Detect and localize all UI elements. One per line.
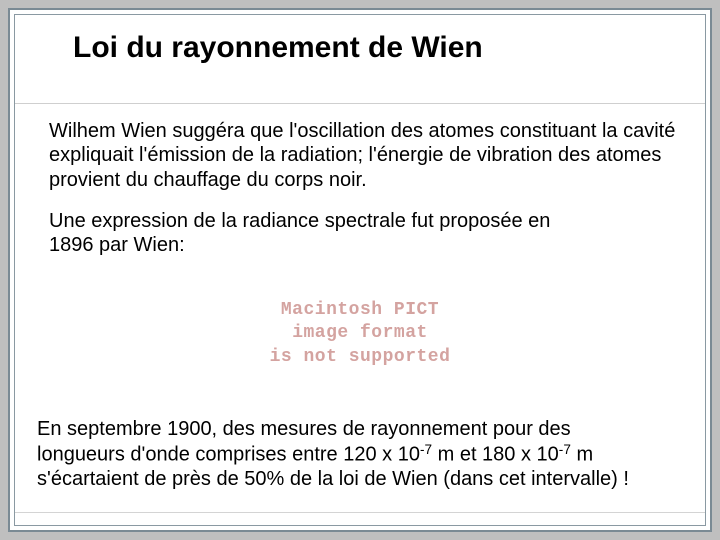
paragraph-2: Une expression de la radiance spectrale … [49, 209, 565, 258]
placeholder-line-1: Macintosh PICT [281, 300, 439, 320]
placeholder-line-3: is not supported [270, 347, 451, 367]
slide-inner-frame: Loi du rayonnement de Wien Wilhem Wien s… [14, 14, 706, 526]
p3-sup-2: -7 [559, 442, 571, 457]
p3-sup-1: -7 [420, 442, 432, 457]
slide-frame: Loi du rayonnement de Wien Wilhem Wien s… [8, 8, 712, 532]
pict-placeholder: Macintosh PICT image format is not suppo… [15, 299, 705, 369]
footer-line [15, 512, 705, 513]
placeholder-line-2: image format [292, 323, 428, 343]
title-underline [15, 103, 705, 104]
p3-part-2: m et 180 x 10 [432, 444, 559, 466]
slide-title: Loi du rayonnement de Wien [73, 31, 685, 66]
paragraph-1: Wilhem Wien suggéra que l'oscillation de… [49, 119, 689, 192]
paragraph-3: En septembre 1900, des mesures de rayonn… [37, 417, 655, 492]
